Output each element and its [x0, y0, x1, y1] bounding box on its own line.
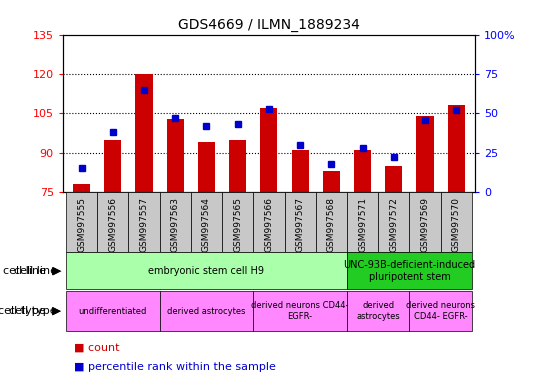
Text: ▶: ▶: [51, 306, 60, 316]
Bar: [385, 166, 402, 192]
Title: GDS4669 / ILMN_1889234: GDS4669 / ILMN_1889234: [178, 18, 360, 32]
Bar: [347, 291, 410, 331]
Text: GSM997566: GSM997566: [264, 197, 274, 252]
Bar: [229, 139, 246, 192]
Bar: [159, 291, 253, 331]
Text: GSM997567: GSM997567: [295, 197, 305, 252]
Text: GSM997556: GSM997556: [108, 197, 117, 252]
Text: cell line: cell line: [14, 266, 60, 276]
Bar: [66, 192, 97, 252]
Bar: [410, 192, 441, 252]
Bar: [316, 192, 347, 252]
Bar: [198, 142, 215, 192]
Text: embryonic stem cell H9: embryonic stem cell H9: [149, 266, 264, 276]
Text: GSM997569: GSM997569: [420, 197, 430, 252]
Text: ▶: ▶: [51, 266, 60, 276]
Text: UNC-93B-deficient-induced
pluripotent stem: UNC-93B-deficient-induced pluripotent st…: [343, 260, 476, 281]
Bar: [135, 74, 152, 192]
Text: GSM997570: GSM997570: [452, 197, 461, 252]
Text: GSM997563: GSM997563: [171, 197, 180, 252]
Bar: [159, 192, 191, 252]
Text: ■ count: ■ count: [74, 343, 119, 353]
Bar: [97, 192, 128, 252]
Bar: [260, 108, 277, 192]
Text: GSM997571: GSM997571: [358, 197, 367, 252]
Text: cell type  ▶: cell type ▶: [0, 306, 61, 316]
Bar: [253, 291, 347, 331]
Text: derived neurons
CD44- EGFR-: derived neurons CD44- EGFR-: [406, 301, 475, 321]
Bar: [292, 150, 308, 192]
Text: GSM997568: GSM997568: [327, 197, 336, 252]
Text: derived neurons CD44-
EGFR-: derived neurons CD44- EGFR-: [251, 301, 349, 321]
Bar: [222, 192, 253, 252]
Bar: [66, 291, 159, 331]
Text: cell type: cell type: [9, 306, 60, 316]
Text: GSM997565: GSM997565: [233, 197, 242, 252]
Text: GSM997557: GSM997557: [139, 197, 149, 252]
Bar: [378, 192, 410, 252]
Bar: [410, 291, 472, 331]
Bar: [347, 252, 472, 289]
Text: GSM997555: GSM997555: [77, 197, 86, 252]
Bar: [167, 119, 184, 192]
Bar: [354, 150, 371, 192]
Bar: [284, 192, 316, 252]
Bar: [441, 192, 472, 252]
Bar: [448, 106, 465, 192]
Bar: [73, 184, 90, 192]
Bar: [128, 192, 159, 252]
Text: derived
astrocytes: derived astrocytes: [357, 301, 400, 321]
Text: GSM997564: GSM997564: [202, 197, 211, 252]
Text: ■ percentile rank within the sample: ■ percentile rank within the sample: [74, 362, 276, 372]
Text: cell line  ▶: cell line ▶: [3, 266, 61, 276]
Text: undifferentiated: undifferentiated: [79, 306, 147, 316]
Bar: [417, 116, 434, 192]
Bar: [253, 192, 284, 252]
Bar: [323, 171, 340, 192]
Bar: [104, 139, 121, 192]
Bar: [66, 252, 347, 289]
Bar: [191, 192, 222, 252]
Text: derived astrocytes: derived astrocytes: [167, 306, 246, 316]
Bar: [347, 192, 378, 252]
Text: GSM997572: GSM997572: [389, 197, 399, 252]
